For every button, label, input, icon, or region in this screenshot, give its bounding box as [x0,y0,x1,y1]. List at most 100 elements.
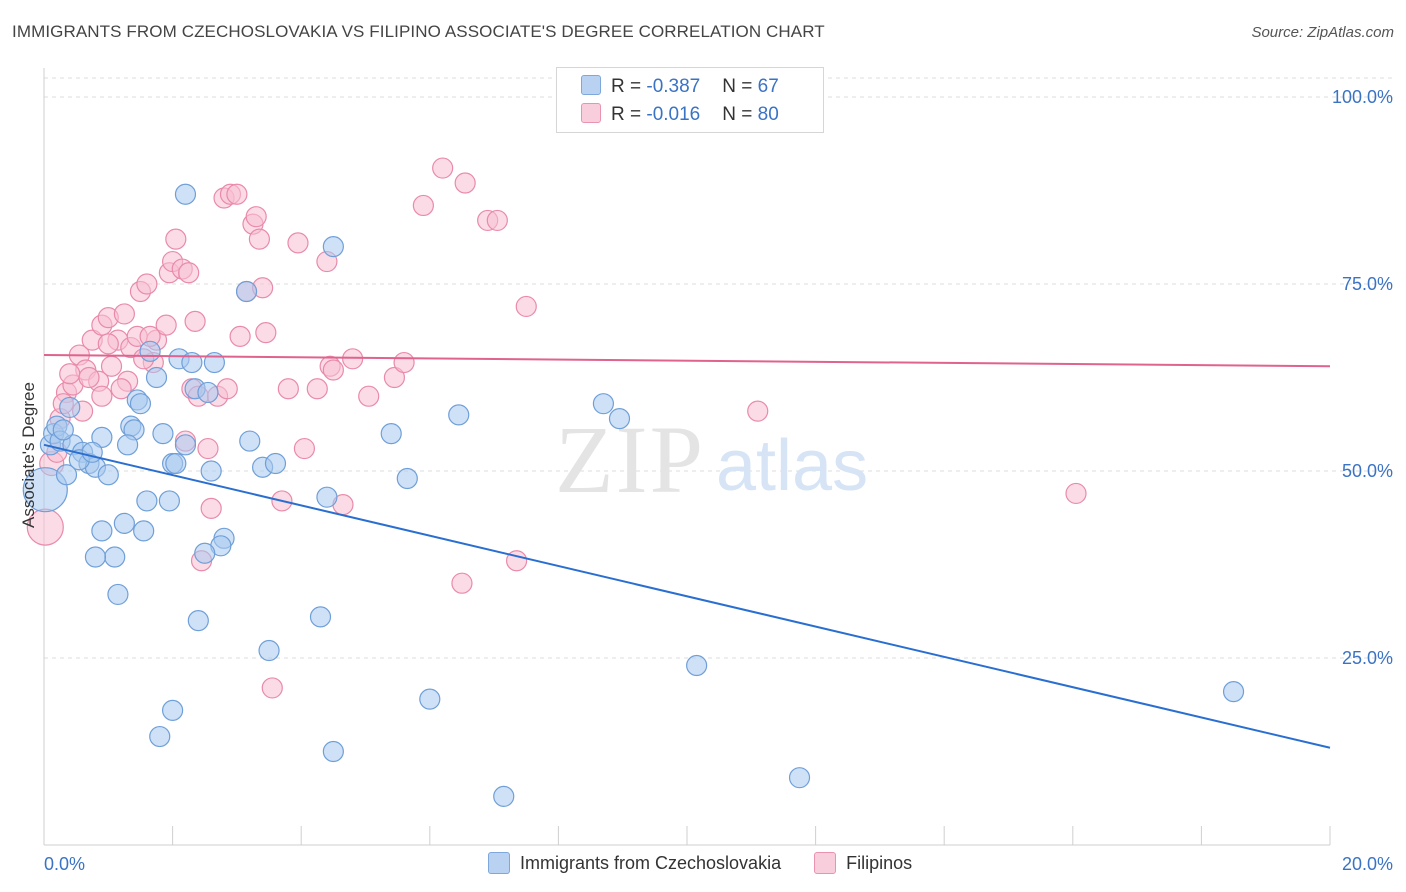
chart-title: IMMIGRANTS FROM CZECHOSLOVAKIA VS FILIPI… [12,22,825,41]
data-point-czechoslovakia [55,464,78,486]
data-point-filipinos [248,228,271,250]
legend-r-value: -0.387 [646,76,701,97]
source-credit: Source: ZipAtlas.com [1251,24,1394,41]
data-point-filipinos [245,206,267,228]
data-point-filipinos [358,385,380,407]
y-tick-label: 25.0% [1342,648,1393,668]
data-point-filipinos [165,228,187,250]
data-point-filipinos [184,310,206,332]
series-legend: Immigrants from Czechoslovakia Filipinos [488,852,940,879]
data-point-czechoslovakia [608,408,631,430]
data-point-czechoslovakia [258,639,280,662]
data-point-filipinos [515,295,537,318]
data-point-filipinos [155,314,177,336]
data-point-filipinos [78,366,100,389]
data-point-filipinos [454,172,476,194]
data-point-filipinos [287,232,309,254]
data-point-czechoslovakia [107,583,129,606]
data-point-czechoslovakia [139,340,161,362]
data-point-filipinos [383,366,406,389]
series-czechoslovakia [22,183,1245,807]
data-point-filipinos [91,385,113,407]
data-point-czechoslovakia [592,393,615,415]
data-point-filipinos [322,359,344,381]
watermark-zip: ZIP [555,406,705,513]
data-point-filipinos [255,322,277,344]
data-point-filipinos [412,194,434,217]
data-point-czechoslovakia [322,740,344,763]
trend-line-czechoslovakia [43,443,1331,749]
data-point-czechoslovakia [1222,681,1245,703]
y-tick-label: 75.0% [1342,274,1393,294]
data-point-filipinos [277,378,299,400]
legend-swatch-pink [814,852,837,874]
data-point-czechoslovakia [309,606,332,628]
data-point-filipinos [100,355,123,377]
gridlines [44,77,1392,659]
data-point-czechoslovakia [174,183,197,205]
legend-row-filipinos: R = -0.016 N = 80 [581,103,779,125]
data-point-filipinos [306,378,328,400]
data-point-czechoslovakia [81,441,103,463]
data-point-filipinos [197,437,219,460]
legend-r-label: R = [611,76,647,97]
watermark-atlas: atlas [716,426,868,506]
data-point-filipinos [226,183,248,205]
data-point-czechoslovakia [84,546,107,568]
data-point-filipinos [261,677,283,699]
legend-item-filipinos[interactable]: Filipinos [814,852,912,874]
data-point-czechoslovakia [149,725,171,748]
data-point-czechoslovakia [181,351,203,374]
data-point-filipinos [229,325,251,347]
legend-item-czechoslovakia[interactable]: Immigrants from Czechoslovakia [488,852,781,874]
data-point-czechoslovakia [22,467,68,513]
data-point-filipinos [200,497,222,519]
data-point-czechoslovakia [116,434,139,456]
data-point-filipinos [97,333,119,355]
data-point-czechoslovakia [59,396,81,419]
data-point-filipinos [136,273,158,295]
data-point-czechoslovakia [194,542,216,564]
data-point-czechoslovakia [129,393,152,415]
data-point-czechoslovakia [322,236,344,258]
data-point-czechoslovakia [104,546,126,568]
data-point-filipinos [451,572,473,594]
legend-row-czechoslovakia: R = -0.387 N = 67 [581,75,779,97]
x-tick-label: 0.0% [44,854,85,874]
data-point-czechoslovakia [158,490,180,512]
data-point-filipinos [432,157,454,179]
data-point-czechoslovakia [200,460,222,482]
tick-labels: 25.0% 50.0% 75.0% 100.0% 0.0% 20.0% [44,87,1393,874]
data-point-czechoslovakia [187,609,209,632]
data-point-czechoslovakia [493,785,515,807]
data-point-filipinos [1065,482,1087,505]
data-point-czechoslovakia [162,699,184,721]
data-point-filipinos [393,351,415,374]
y-axis-label: Associate's Degree [19,382,38,528]
data-point-czechoslovakia [113,512,135,534]
data-point-czechoslovakia [316,486,338,508]
legend-label-czechoslovakia: Immigrants from Czechoslovakia [520,852,782,873]
data-point-czechoslovakia [145,366,168,389]
data-point-filipinos [113,303,135,325]
data-point-czechoslovakia [165,452,187,475]
data-point-czechoslovakia [396,467,418,490]
data-point-filipinos [486,209,508,232]
y-tick-label: 100.0% [1332,87,1393,107]
data-point-czechoslovakia [52,419,74,441]
legend-label-filipinos: Filipinos [846,852,913,873]
data-point-filipinos [59,363,81,385]
legend-r-label: R = [611,104,647,125]
data-point-czechoslovakia [136,490,158,512]
data-point-filipinos [747,400,769,422]
legend-n-value: 80 [757,104,779,125]
y-tick-label: 50.0% [1342,461,1393,481]
legend-swatch-pink [581,103,601,123]
data-point-czechoslovakia [419,688,441,710]
trend-line-filipinos [43,354,1331,368]
trend-lines [43,354,1331,749]
data-point-filipinos [293,437,316,460]
legend-n-label: N = [722,76,758,97]
data-point-czechoslovakia [239,430,261,452]
